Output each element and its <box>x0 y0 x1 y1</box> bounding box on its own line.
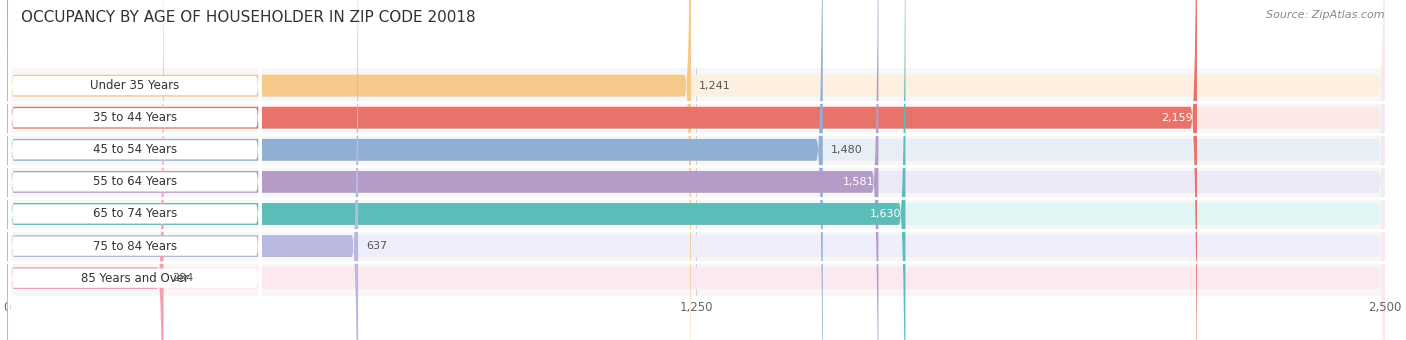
FancyBboxPatch shape <box>7 0 359 340</box>
Text: Source: ZipAtlas.com: Source: ZipAtlas.com <box>1267 10 1385 20</box>
Text: 2,159: 2,159 <box>1161 113 1192 123</box>
Text: OCCUPANCY BY AGE OF HOUSEHOLDER IN ZIP CODE 20018: OCCUPANCY BY AGE OF HOUSEHOLDER IN ZIP C… <box>21 10 475 25</box>
FancyBboxPatch shape <box>7 0 163 340</box>
FancyBboxPatch shape <box>7 0 1385 340</box>
FancyBboxPatch shape <box>8 0 262 340</box>
FancyBboxPatch shape <box>7 0 823 340</box>
FancyBboxPatch shape <box>7 0 1385 340</box>
Text: 1,480: 1,480 <box>831 145 863 155</box>
FancyBboxPatch shape <box>7 0 905 340</box>
FancyBboxPatch shape <box>8 0 262 340</box>
FancyBboxPatch shape <box>7 0 690 340</box>
FancyBboxPatch shape <box>7 0 1197 340</box>
Text: 35 to 44 Years: 35 to 44 Years <box>93 111 177 124</box>
FancyBboxPatch shape <box>7 0 879 340</box>
Text: Under 35 Years: Under 35 Years <box>90 79 180 92</box>
Text: 85 Years and Over: 85 Years and Over <box>82 272 188 285</box>
FancyBboxPatch shape <box>8 0 262 340</box>
Text: 75 to 84 Years: 75 to 84 Years <box>93 240 177 253</box>
FancyBboxPatch shape <box>8 0 262 340</box>
Text: 65 to 74 Years: 65 to 74 Years <box>93 207 177 220</box>
Text: 55 to 64 Years: 55 to 64 Years <box>93 175 177 188</box>
FancyBboxPatch shape <box>8 0 262 340</box>
FancyBboxPatch shape <box>7 0 1385 340</box>
FancyBboxPatch shape <box>8 0 262 340</box>
FancyBboxPatch shape <box>7 0 1385 340</box>
Text: 284: 284 <box>172 273 193 283</box>
FancyBboxPatch shape <box>7 0 1385 340</box>
FancyBboxPatch shape <box>7 0 1385 340</box>
FancyBboxPatch shape <box>8 0 262 340</box>
Text: 1,581: 1,581 <box>842 177 875 187</box>
Text: 637: 637 <box>367 241 388 251</box>
FancyBboxPatch shape <box>7 0 1385 340</box>
Text: 45 to 54 Years: 45 to 54 Years <box>93 143 177 156</box>
Text: 1,241: 1,241 <box>699 81 731 91</box>
Text: 1,630: 1,630 <box>869 209 901 219</box>
